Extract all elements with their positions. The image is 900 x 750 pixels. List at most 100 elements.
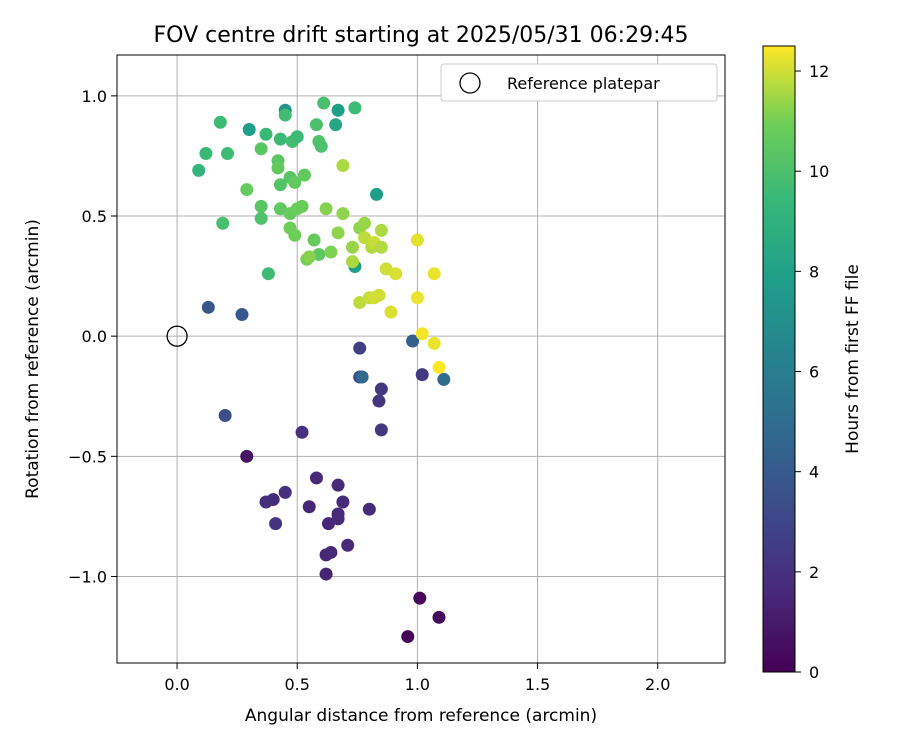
data-point bbox=[288, 228, 302, 242]
y-tick-label: −0.5 bbox=[68, 447, 107, 466]
data-point bbox=[427, 336, 441, 350]
colorbar-tick-label: 6 bbox=[809, 363, 819, 382]
data-point bbox=[235, 308, 249, 322]
data-point bbox=[314, 139, 328, 153]
data-point bbox=[427, 267, 441, 281]
data-point bbox=[271, 161, 285, 175]
data-point bbox=[201, 300, 215, 314]
data-point bbox=[372, 288, 386, 302]
data-point bbox=[278, 485, 292, 499]
chart-title: FOV centre drift starting at 2025/05/31 … bbox=[154, 23, 689, 48]
data-points bbox=[192, 96, 451, 644]
colorbar-ticks: 0 2 4 6 8 10 12 bbox=[795, 62, 829, 682]
data-point bbox=[341, 538, 355, 552]
data-point bbox=[410, 233, 424, 247]
data-point bbox=[295, 199, 309, 213]
data-point bbox=[370, 187, 384, 201]
data-point bbox=[278, 108, 292, 122]
data-point bbox=[348, 101, 362, 115]
data-point bbox=[321, 517, 335, 531]
data-point bbox=[432, 610, 446, 624]
data-point bbox=[254, 199, 268, 213]
legend-box bbox=[440, 63, 718, 102]
y-tick-label: −1.0 bbox=[68, 567, 107, 586]
data-point bbox=[336, 207, 350, 221]
data-point bbox=[319, 202, 333, 216]
data-point bbox=[259, 127, 273, 141]
data-point bbox=[358, 216, 372, 230]
data-point bbox=[331, 226, 345, 240]
data-point bbox=[353, 341, 367, 355]
data-point bbox=[358, 231, 372, 245]
data-point bbox=[432, 360, 446, 374]
data-point bbox=[240, 449, 254, 463]
colorbar-tick-label: 0 bbox=[809, 663, 819, 682]
data-point bbox=[374, 423, 388, 437]
data-point bbox=[331, 507, 345, 521]
x-axis-label: Angular distance from reference (arcmin) bbox=[245, 706, 597, 726]
plot-frame bbox=[116, 54, 726, 664]
data-point bbox=[295, 425, 309, 439]
x-tick-label: 1.0 bbox=[405, 675, 430, 694]
data-point bbox=[353, 296, 367, 310]
data-point bbox=[336, 495, 350, 509]
data-point bbox=[372, 394, 386, 408]
colorbar-label: Hours from first FF file bbox=[843, 264, 863, 454]
data-point bbox=[254, 142, 268, 156]
x-tick-label: 1.5 bbox=[525, 675, 550, 694]
data-point bbox=[415, 327, 429, 341]
x-tick-label: 0.0 bbox=[164, 675, 189, 694]
data-point bbox=[297, 168, 311, 182]
legend-label: Reference platepar bbox=[507, 74, 660, 93]
data-point bbox=[254, 211, 268, 225]
data-point bbox=[309, 118, 323, 132]
legend-marker-icon bbox=[459, 72, 481, 94]
data-point bbox=[242, 122, 256, 136]
data-point bbox=[218, 408, 232, 422]
colorbar-tick-label: 4 bbox=[809, 463, 819, 482]
data-point bbox=[374, 382, 388, 396]
colorbar-tick-label: 8 bbox=[809, 262, 819, 281]
data-point bbox=[273, 178, 287, 192]
data-point bbox=[379, 262, 393, 276]
data-point bbox=[437, 372, 451, 386]
data-point bbox=[261, 267, 275, 281]
x-tick-label: 0.5 bbox=[285, 675, 310, 694]
data-point bbox=[317, 96, 331, 110]
data-point bbox=[410, 291, 424, 305]
data-point bbox=[346, 240, 360, 254]
data-point bbox=[401, 630, 415, 644]
data-point bbox=[374, 240, 388, 254]
colorbar-tick-label: 2 bbox=[809, 563, 819, 582]
x-axis-ticks: 0.0 0.5 1.0 1.5 2.0 bbox=[164, 663, 670, 694]
data-point bbox=[307, 233, 321, 247]
data-point bbox=[384, 305, 398, 319]
data-point bbox=[309, 471, 323, 485]
y-axis-label: Rotation from reference (arcmin) bbox=[23, 219, 43, 499]
data-point bbox=[374, 223, 388, 237]
colorbar-tick-label: 12 bbox=[809, 62, 829, 81]
data-point bbox=[324, 545, 338, 559]
data-point bbox=[266, 493, 280, 507]
data-point bbox=[346, 255, 360, 269]
data-point bbox=[192, 163, 206, 177]
y-tick-label: 1.0 bbox=[82, 87, 107, 106]
x-tick-label: 2.0 bbox=[645, 675, 670, 694]
data-point bbox=[216, 216, 230, 230]
data-point bbox=[221, 147, 235, 161]
data-point bbox=[213, 115, 227, 129]
data-point bbox=[329, 118, 343, 132]
reference-platepar-marker bbox=[166, 325, 188, 347]
data-point bbox=[415, 368, 429, 382]
data-point bbox=[288, 175, 302, 189]
data-point bbox=[331, 478, 345, 492]
y-axis-ticks: −1.0 −0.5 0.0 0.5 1.0 bbox=[68, 87, 117, 586]
data-point bbox=[273, 202, 287, 216]
data-point bbox=[355, 370, 369, 384]
reference-marker-layer bbox=[166, 325, 188, 347]
data-point bbox=[302, 250, 316, 264]
data-point bbox=[302, 500, 316, 514]
data-point bbox=[362, 502, 376, 516]
